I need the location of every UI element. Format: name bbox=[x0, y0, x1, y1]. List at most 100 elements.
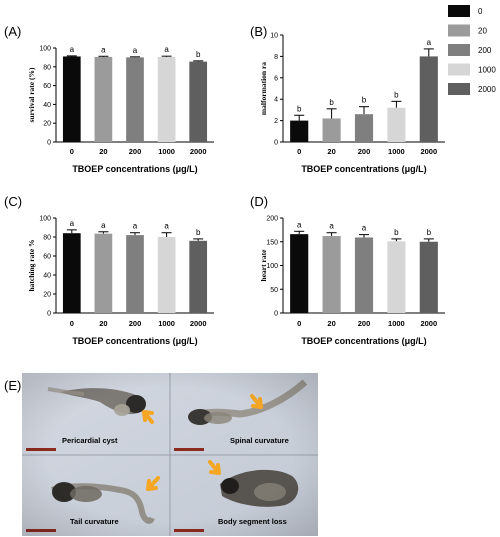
significance-letter: a bbox=[70, 45, 75, 54]
significance-letter: a bbox=[164, 45, 169, 54]
significance-letter: b bbox=[297, 104, 302, 113]
y-tick-label: 60 bbox=[43, 83, 51, 90]
bar-1000 bbox=[157, 56, 176, 142]
bar-1000 bbox=[387, 241, 406, 313]
significance-letter: a bbox=[297, 220, 302, 229]
x-axis-label: TBOEP concentrations (μg/L) bbox=[301, 164, 426, 174]
chart-hatching-rate: (C) 0 20 40 60 80 100 a 0 a 20 a 200 a 1000 b 2000 TBOEP … bbox=[4, 194, 214, 346]
zebrafish-photos: Pericardial cyst Spinal curvature Tail c… bbox=[22, 373, 318, 536]
y-tick-label: 40 bbox=[43, 273, 51, 280]
x-tick-label: 2000 bbox=[190, 319, 207, 328]
x-tick-label: 200 bbox=[358, 319, 371, 328]
y-tick-label: 20 bbox=[43, 292, 51, 299]
bar-1000 bbox=[387, 107, 406, 142]
x-tick-label: 20 bbox=[327, 319, 335, 328]
significance-letter: b bbox=[394, 228, 399, 237]
caption-spinal-curvature: Spinal curvature bbox=[230, 436, 289, 445]
chart-malformation-rate: (B) 0 2 4 6 8 10 b 0 b 20 b 200 b 1000 a 2000 TBOEP conce… bbox=[250, 24, 445, 174]
caption-body-segment-loss: Body segment loss bbox=[218, 517, 287, 526]
bar-2000 bbox=[419, 56, 438, 142]
y-tick-label: 2 bbox=[274, 118, 278, 125]
bar-20 bbox=[322, 236, 341, 313]
significance-letter: a bbox=[133, 46, 138, 55]
legend: 0 20 200 1000 2000 bbox=[448, 5, 496, 95]
panel-label: (D) bbox=[250, 194, 268, 209]
y-tick-label: 0 bbox=[47, 140, 51, 147]
y-tick-label: 8 bbox=[274, 54, 278, 61]
x-axis-label: TBOEP concentrations (μg/L) bbox=[301, 336, 426, 346]
legend-entry: 0 bbox=[478, 7, 483, 16]
significance-letter: b bbox=[196, 228, 201, 237]
significance-letter: a bbox=[329, 222, 334, 231]
significance-letter: a bbox=[133, 222, 138, 231]
bar-0 bbox=[62, 56, 81, 142]
y-tick-label: 80 bbox=[43, 64, 51, 71]
x-tick-label: 2000 bbox=[190, 147, 207, 156]
y-tick-label: 6 bbox=[274, 75, 278, 82]
x-tick-label: 0 bbox=[297, 147, 301, 156]
y-tick-label: 50 bbox=[270, 287, 278, 294]
y-axis-label: heart rate bbox=[259, 249, 268, 282]
x-tick-label: 2000 bbox=[420, 319, 437, 328]
legend-swatch-200 bbox=[448, 44, 470, 56]
bar-1000 bbox=[157, 237, 176, 313]
y-tick-label: 80 bbox=[43, 235, 51, 242]
significance-letter: a bbox=[70, 219, 75, 228]
x-tick-label: 0 bbox=[70, 147, 74, 156]
y-tick-label: 200 bbox=[266, 216, 278, 223]
y-tick-label: 0 bbox=[274, 311, 278, 318]
y-tick-label: 20 bbox=[43, 121, 51, 128]
x-tick-label: 2000 bbox=[420, 147, 437, 156]
bar-2000 bbox=[189, 61, 208, 142]
bar-200 bbox=[126, 235, 144, 313]
x-tick-label: 20 bbox=[327, 147, 335, 156]
bar-2000 bbox=[419, 241, 438, 313]
y-axis-label: malformation ra bbox=[259, 62, 268, 115]
legend-swatch-2000 bbox=[448, 83, 470, 95]
chart-survival-rate: (A) 0 20 40 60 80 100 a 0 a 20 a 200 a 1000 b 2000 TBOEP … bbox=[4, 24, 214, 174]
bar-20 bbox=[94, 233, 113, 313]
y-tick-label: 100 bbox=[39, 216, 51, 223]
x-axis-label: TBOEP concentrations (μg/L) bbox=[72, 336, 197, 346]
y-tick-label: 10 bbox=[270, 33, 278, 40]
y-axis-label: survival rate (%) bbox=[27, 67, 36, 122]
y-tick-label: 0 bbox=[47, 311, 51, 318]
significance-letter: a bbox=[427, 38, 432, 47]
x-tick-label: 20 bbox=[99, 319, 107, 328]
legend-swatch-20 bbox=[448, 24, 470, 37]
y-tick-label: 100 bbox=[39, 46, 51, 53]
x-tick-label: 20 bbox=[99, 147, 107, 156]
legend-entry: 200 bbox=[478, 46, 492, 55]
y-axis-label: hatching rate % bbox=[27, 239, 36, 291]
significance-letter: b bbox=[362, 96, 367, 105]
photo-vignette bbox=[22, 373, 318, 536]
bar-200 bbox=[126, 57, 144, 142]
panel-label: (A) bbox=[4, 24, 21, 39]
bar-0 bbox=[62, 233, 81, 313]
panel-label-E: (E) bbox=[4, 378, 21, 393]
significance-letter: b bbox=[329, 98, 334, 107]
chart-heart-rate: (D) 0 50 100 150 200 a 0 a 20 a 200 b 1000 b 2000 TBOEP … bbox=[250, 194, 445, 346]
bar-200 bbox=[354, 237, 374, 313]
x-tick-label: 1000 bbox=[388, 147, 405, 156]
y-tick-label: 100 bbox=[266, 263, 278, 270]
significance-letter: b bbox=[394, 90, 399, 99]
panel-label: (B) bbox=[250, 24, 267, 39]
bar-2000 bbox=[189, 240, 208, 313]
bar-20 bbox=[322, 118, 341, 142]
significance-letter: b bbox=[427, 228, 432, 237]
legend-entry: 1000 bbox=[478, 66, 496, 75]
legend-entry: 2000 bbox=[478, 85, 496, 94]
significance-letter: a bbox=[164, 222, 169, 231]
y-tick-label: 40 bbox=[43, 102, 51, 109]
caption-pericardial-cyst: Pericardial cyst bbox=[62, 436, 118, 445]
x-tick-label: 0 bbox=[70, 319, 74, 328]
x-axis-label: TBOEP concentrations (μg/L) bbox=[72, 164, 197, 174]
bar-0 bbox=[290, 120, 309, 142]
x-tick-label: 200 bbox=[129, 147, 142, 156]
y-tick-label: 150 bbox=[266, 239, 278, 246]
bar-200 bbox=[354, 114, 374, 142]
x-tick-label: 1000 bbox=[158, 319, 175, 328]
legend-entry: 20 bbox=[478, 27, 487, 36]
legend-swatch-1000 bbox=[448, 63, 470, 76]
